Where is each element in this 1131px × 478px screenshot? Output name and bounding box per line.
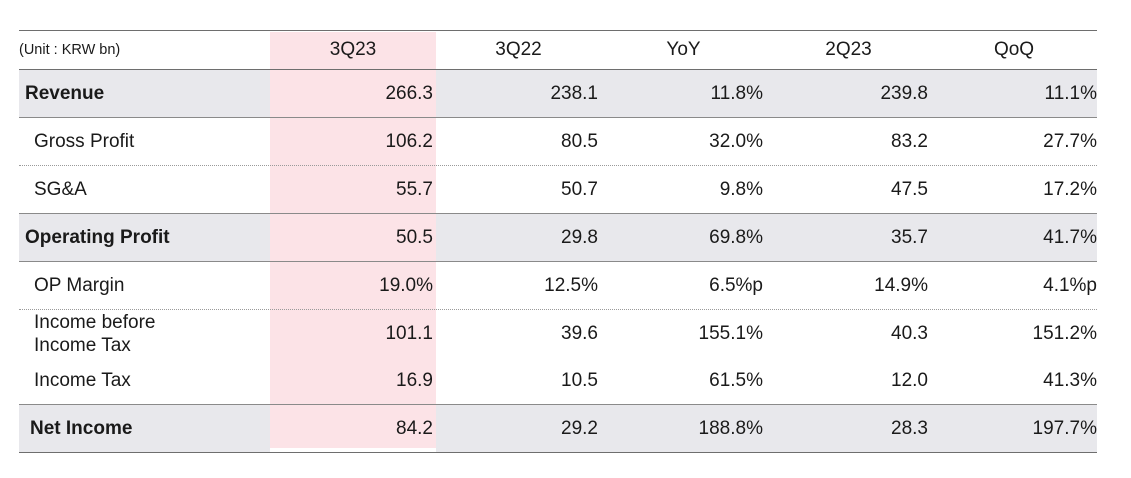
cell-yoy: 61.5%: [709, 369, 763, 391]
cell-3q22: 50.7: [561, 178, 598, 200]
col-header-qoq: QoQ: [993, 39, 1035, 60]
cell-3q23: 16.9: [396, 369, 433, 391]
row-label: Income Tax: [34, 369, 131, 391]
table-grid: (Unit : KRW bn) 3Q23 3Q22 YoY 2Q23 QoQ R…: [19, 30, 1097, 453]
cell-2q23: 83.2: [891, 130, 928, 152]
cell-qoq: 41.7%: [1043, 226, 1097, 248]
cell-yoy: 188.8%: [698, 417, 763, 439]
table-row-net-income: Net Income 84.2 29.2 188.8% 28.3 197.7%: [19, 405, 1097, 453]
row-label: Gross Profit: [34, 130, 135, 152]
row-label: Net Income: [30, 417, 133, 439]
cell-3q22: 10.5: [561, 369, 598, 391]
cell-3q22: 80.5: [561, 130, 598, 152]
row-label: OP Margin: [34, 274, 125, 296]
cell-2q23: 47.5: [891, 178, 928, 200]
cell-yoy: 69.8%: [709, 226, 763, 248]
cell-2q23: 28.3: [891, 417, 928, 439]
cell-qoq: 151.2%: [1032, 322, 1097, 344]
unit-label: (Unit : KRW bn): [19, 42, 121, 58]
cell-2q23: 35.7: [891, 226, 928, 248]
cell-yoy: 9.8%: [719, 178, 763, 200]
col-header-3q22: 3Q22: [495, 39, 542, 60]
cell-2q23: 14.9%: [874, 274, 928, 296]
cell-3q22: 29.8: [561, 226, 598, 248]
cell-3q22: 238.1: [550, 82, 598, 104]
col-header-yoy: YoY: [666, 39, 701, 60]
row-label: Operating Profit: [25, 226, 170, 248]
table-row-operating-profit: Operating Profit 50.5 29.8 69.8% 35.7 41…: [19, 214, 1097, 262]
row-label: SG&A: [34, 178, 87, 200]
row-label-line-1: Income before: [34, 311, 156, 333]
table-row-income-tax: Income Tax 16.9 10.5 61.5% 12.0 41.3%: [19, 357, 1097, 405]
cell-yoy: 155.1%: [698, 322, 763, 344]
cell-2q23: 12.0: [891, 369, 928, 391]
cell-qoq: 11.1%: [1044, 82, 1097, 104]
cell-qoq: 27.7%: [1043, 130, 1097, 152]
row-label: Income before Income Tax: [19, 311, 270, 357]
cell-yoy: 11.8%: [710, 82, 763, 104]
cell-3q23: 266.3: [385, 82, 433, 104]
cell-3q23: 55.7: [396, 178, 433, 200]
cell-qoq: 4.1%p: [1043, 274, 1097, 296]
cell-yoy: 32.0%: [709, 130, 763, 152]
financial-summary-table: (Unit : KRW bn) 3Q23 3Q22 YoY 2Q23 QoQ R…: [19, 30, 1097, 453]
cell-3q23: 101.1: [385, 322, 433, 344]
cell-qoq: 41.3%: [1043, 369, 1097, 391]
col-header-3q23: 3Q23: [329, 39, 377, 60]
cell-3q23: 84.2: [396, 417, 433, 439]
table-row-income-before-tax: Income before Income Tax 101.1 39.6 155.…: [19, 310, 1097, 357]
cell-3q23: 19.0%: [379, 274, 433, 296]
cell-qoq: 17.2%: [1043, 178, 1097, 200]
cell-2q23: 239.8: [880, 82, 928, 104]
row-label: Revenue: [25, 82, 105, 104]
table-row-op-margin: OP Margin 19.0% 12.5% 6.5%p 14.9% 4.1%p: [19, 262, 1097, 310]
cell-2q23: 40.3: [891, 322, 928, 344]
col-header-2q23: 2Q23: [825, 39, 872, 60]
cell-3q23: 50.5: [396, 226, 433, 248]
cell-3q22: 39.6: [561, 322, 598, 344]
table-header-row: (Unit : KRW bn) 3Q23 3Q22 YoY 2Q23 QoQ: [19, 30, 1097, 70]
cell-yoy: 6.5%p: [709, 274, 763, 296]
cell-3q22: 29.2: [561, 417, 598, 439]
cell-3q23: 106.2: [385, 130, 433, 152]
cell-qoq: 197.7%: [1032, 417, 1097, 439]
table-row-revenue: Revenue 266.3 238.1 11.8% 239.8 11.1%: [19, 70, 1097, 118]
row-label-line-2: Income Tax: [34, 334, 131, 356]
table-row-sga: SG&A 55.7 50.7 9.8% 47.5 17.2%: [19, 166, 1097, 214]
cell-3q22: 12.5%: [544, 274, 598, 296]
table-row-gross-profit: Gross Profit 106.2 80.5 32.0% 83.2 27.7%: [19, 118, 1097, 166]
